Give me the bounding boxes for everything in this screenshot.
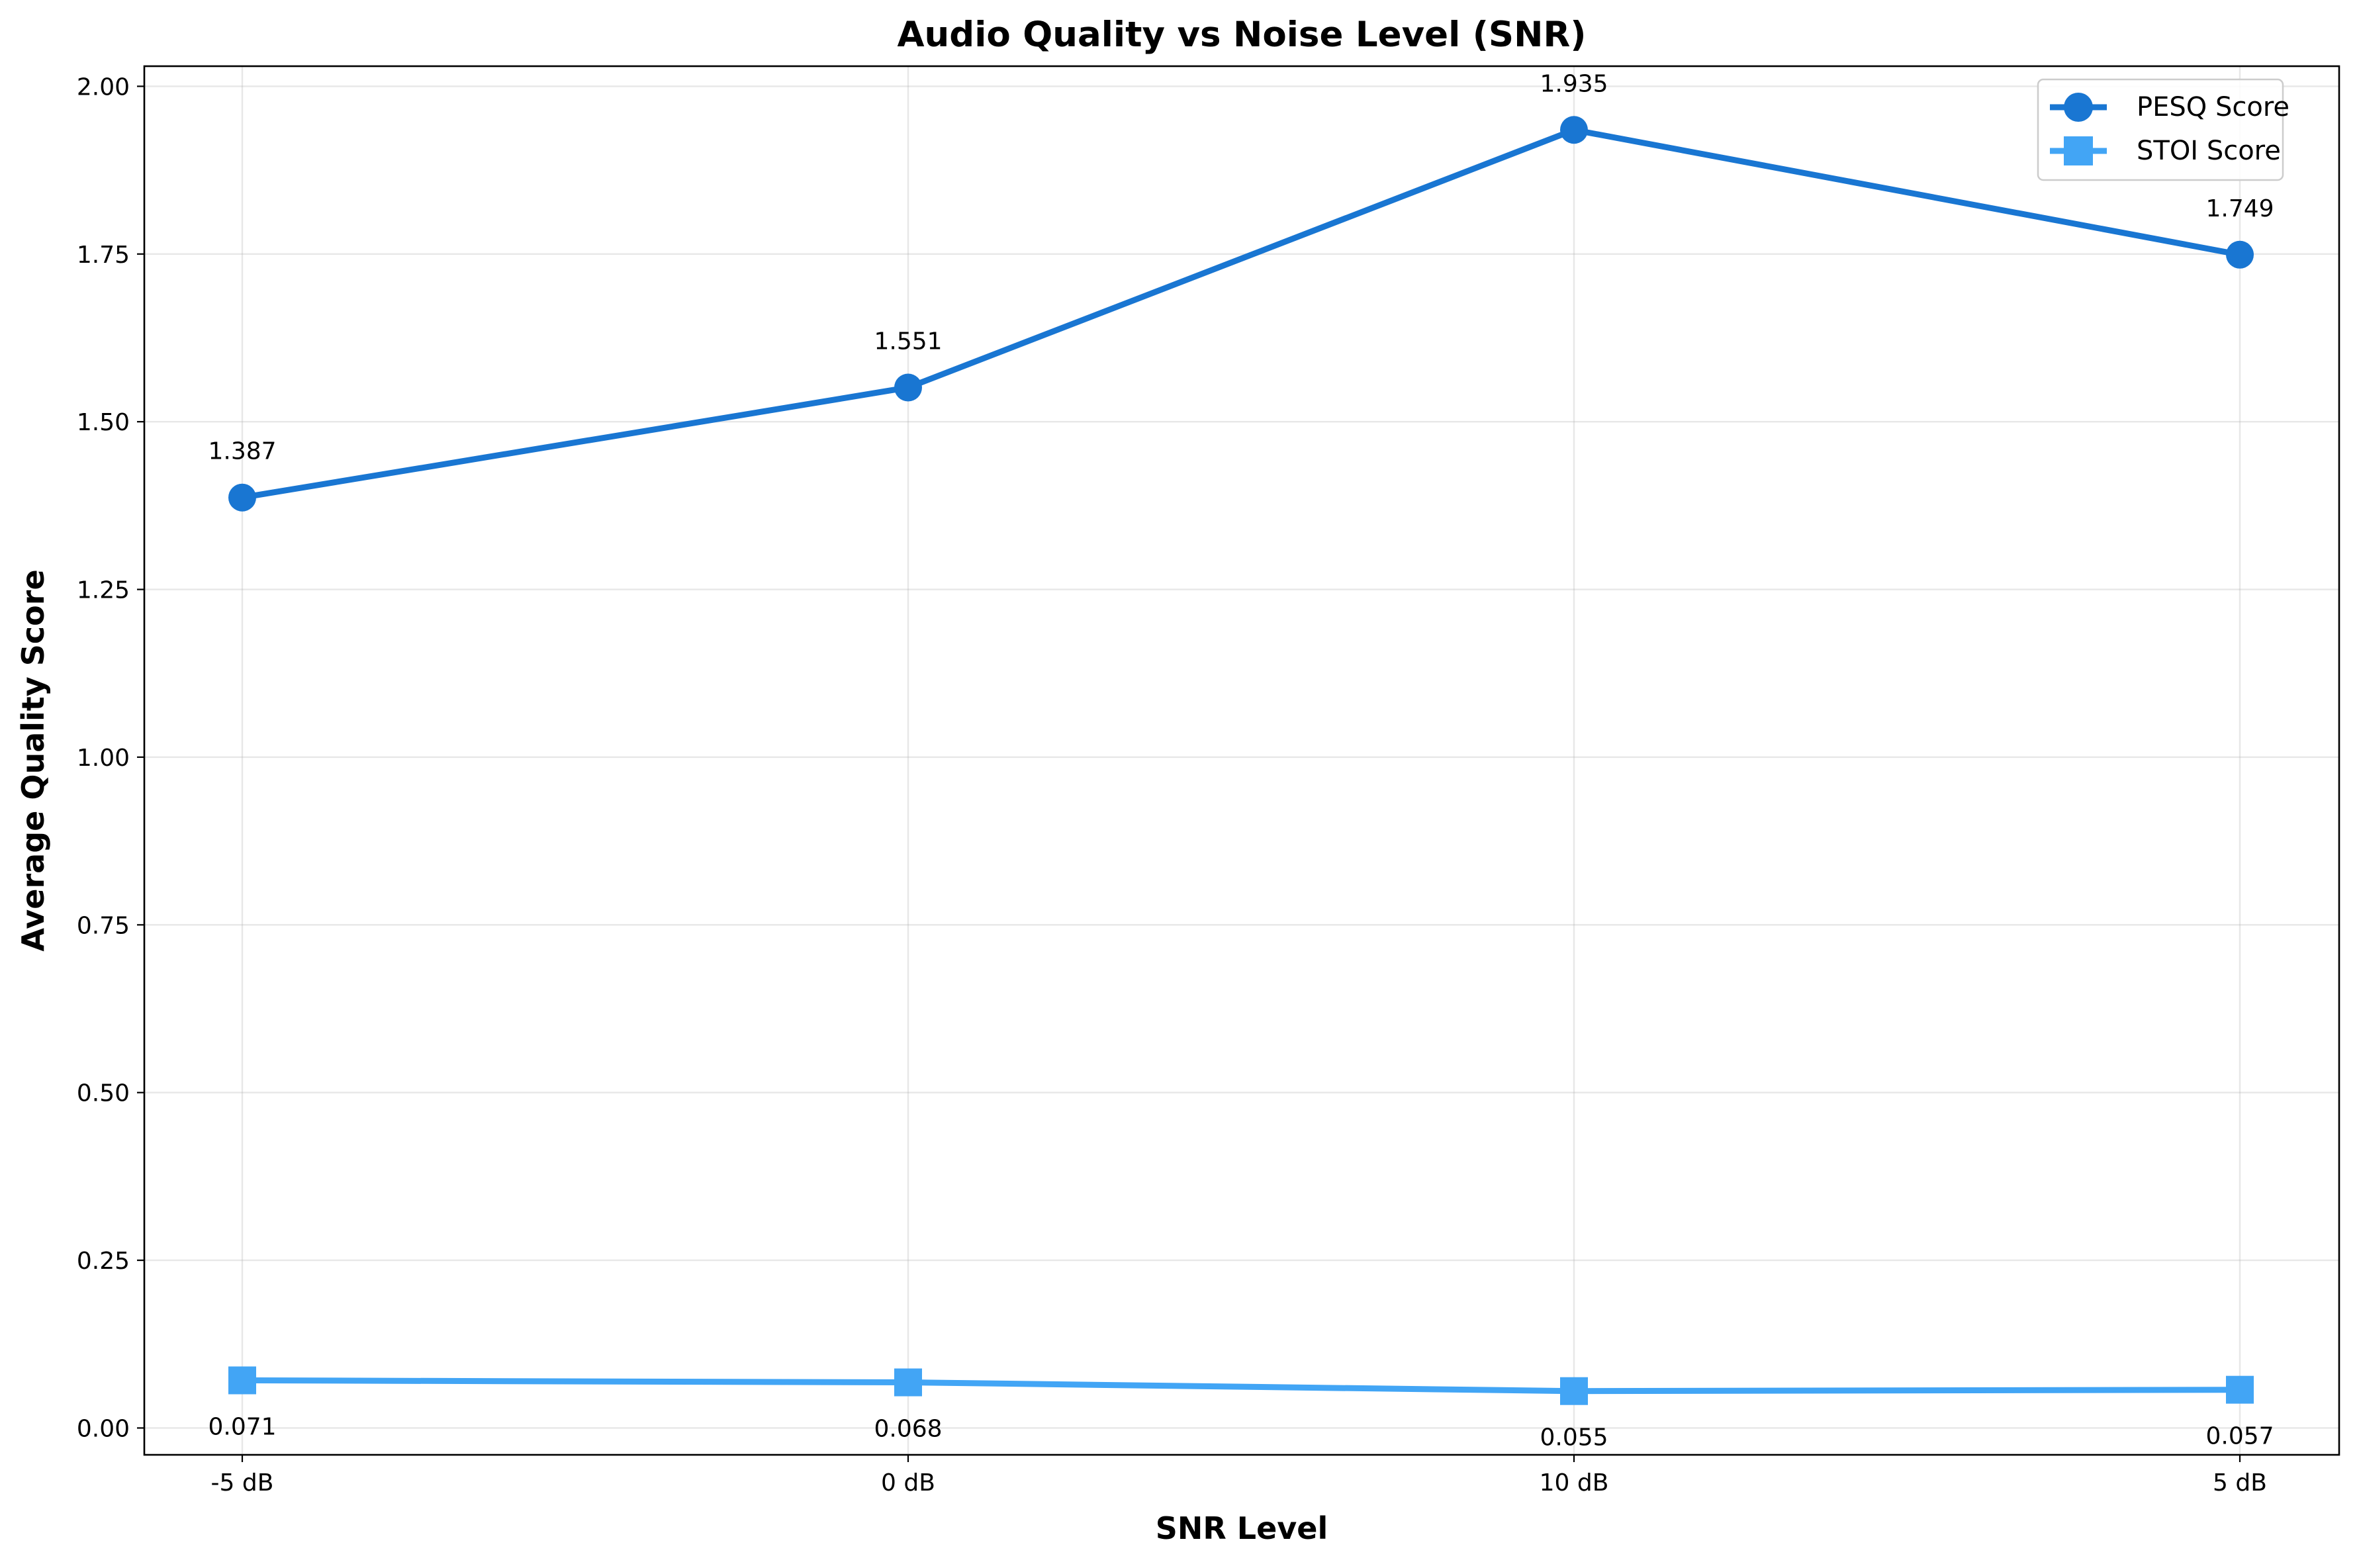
x-tick-label: 0 dB <box>881 1469 935 1497</box>
legend: PESQ Score STOI Score <box>2037 78 2290 181</box>
x-axis-title: SNR Level <box>1156 1510 1328 1546</box>
data-point-stoi <box>2226 1375 2254 1404</box>
data-label-stoi: 0.057 <box>2205 1423 2274 1450</box>
y-tick-label: 1.00 <box>77 745 130 772</box>
legend-marker-stoi <box>2064 136 2093 165</box>
data-label-pesq: 1.749 <box>2205 195 2274 222</box>
data-label-stoi: 0.068 <box>874 1416 942 1443</box>
x-tick-label: 10 dB <box>1540 1469 1609 1497</box>
data-labels: 1.387 1.551 1.935 1.749 0.071 0.068 0.055 0.057 <box>208 70 2274 1451</box>
legend-label-pesq: PESQ Score <box>2137 92 2290 122</box>
legend-marker-pesq <box>2064 93 2093 122</box>
axis-ticks: 0.00 0.25 0.50 0.75 1.00 1.25 1.50 1.75 2.00 -5 d… <box>77 73 2267 1497</box>
data-point-stoi <box>228 1366 256 1395</box>
y-tick-label: 1.50 <box>77 409 130 436</box>
data-label-stoi: 0.055 <box>1540 1424 1608 1452</box>
data-point-stoi <box>1560 1377 1588 1405</box>
data-label-stoi: 0.071 <box>208 1413 276 1440</box>
y-tick-label: 0.75 <box>77 912 130 939</box>
y-tick-label: 0.25 <box>77 1248 130 1275</box>
series-layer <box>228 116 2254 1405</box>
grid <box>144 66 2339 1455</box>
x-tick-label: 5 dB <box>2213 1469 2267 1497</box>
series-line-pesq <box>239 126 2243 501</box>
legend-label-stoi: STOI Score <box>2137 136 2281 166</box>
data-label-pesq: 1.387 <box>208 438 276 465</box>
series-line-stoi <box>239 1377 2243 1395</box>
data-point-pesq <box>2226 240 2254 269</box>
data-label-pesq: 1.935 <box>1540 70 1608 97</box>
data-point-pesq <box>894 373 922 402</box>
y-tick-label: 1.75 <box>77 242 130 269</box>
y-axis-title: Average Quality Score <box>15 569 51 951</box>
data-point-pesq <box>228 483 256 512</box>
plot-frame <box>143 65 2340 1456</box>
y-tick-label: 1.25 <box>77 577 130 604</box>
data-point-pesq <box>1560 116 1588 144</box>
x-tick-label: -5 dB <box>211 1469 274 1497</box>
data-point-stoi <box>894 1368 922 1397</box>
chart-title: Audio Quality vs Noise Level (SNR) <box>898 15 1587 55</box>
y-tick-label: 0.50 <box>77 1080 130 1107</box>
y-tick-label: 0.00 <box>77 1415 130 1442</box>
data-label-pesq: 1.551 <box>874 328 942 355</box>
y-tick-label: 2.00 <box>77 73 130 101</box>
